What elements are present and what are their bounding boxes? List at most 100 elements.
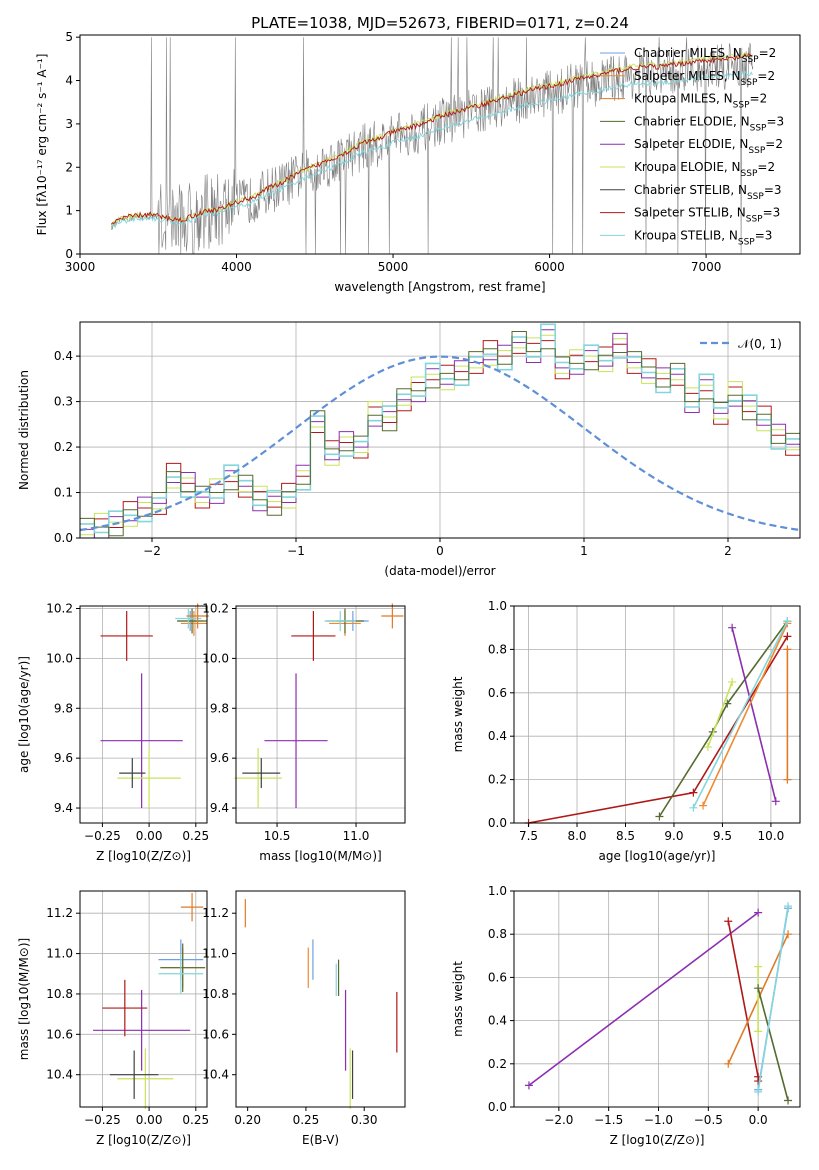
weight-marker [754,908,763,917]
y-tick-label: 0.2 [488,1057,507,1071]
y-axis-label: mass weight [451,676,465,752]
legend-subscript: SSP [748,146,765,156]
histogram-series [80,323,800,534]
weight-marker [754,1077,763,1086]
y-tick-label: 9.4 [210,801,229,815]
x-tick-label: 7000 [691,260,722,274]
x-axis-label: Z [log10(Z/Z⊙)] [96,1133,191,1147]
legend-label-rest: =2 [757,69,775,83]
x-tick-label: 9.5 [713,829,732,843]
legend-label: 𝒩(0, 1) [738,337,782,351]
weight-marker [728,623,737,632]
y-tick-label: 0 [65,247,73,261]
legend-label-rest: =3 [764,183,782,197]
x-tick-label: −0.5 [694,1113,723,1127]
weight-line [727,921,759,1082]
weight-line [757,987,789,1101]
weight-marker [771,797,780,806]
y-tick-label: 9.4 [54,801,73,815]
x-tick-label: −2.0 [544,1113,573,1127]
weight-marker [754,962,763,971]
x-tick-label: 11.0 [343,829,370,843]
x-tick-label: 0.25 [182,829,209,843]
x-tick-label: 0 [436,544,444,558]
y-tick-label: 9.6 [54,751,73,765]
axes-frame [79,34,801,255]
x-tick-label: 0.30 [351,1113,378,1127]
y-tick-label: 0.8 [488,642,507,656]
y-tick-label: 1.0 [488,884,507,898]
weight-line [757,905,789,1093]
weight-marker [754,1027,763,1036]
y-tick-label: 4 [65,74,73,88]
legend-subscript: SSP [738,237,755,247]
legend-label: Salpeter ELODIE, NSSP=2 [634,137,783,156]
y-tick-label: 10.8 [202,987,229,1001]
x-tick-label: 1 [580,544,588,558]
panel-age_vs_mass: 10.5 11.0 9.4 9.6 9.8 10.0 10.2 mass [log10(M/M… [202,601,406,863]
x-tick-label: 0.0 [749,1113,768,1127]
chart-title: PLATE=1038, MJD=52673, FIBERID=0171, z=0… [251,14,629,32]
y-tick-label: 1 [65,204,73,218]
panel-weight_vs_age: 7.5 8.0 8.5 9.0 9.5 10.0 0.0 0.2 0.4 0.6 0.8 1.0 age… [451,599,801,863]
y-tick-label: 0.8 [488,927,507,941]
weight-line [658,620,789,817]
observed-spectrum [111,37,754,255]
weight-marker [703,743,712,752]
weight-marker [754,1087,763,1096]
x-axis-label: age [log10(age/yr)] [599,849,716,863]
legend-label: Chabrier STELIB, NSSP=3 [634,183,782,202]
y-axis-label: age [log10(age/yr)] [17,656,31,773]
legend-label: Kroupa ELODIE, NSSP=2 [634,160,775,179]
x-tick-label: 0.20 [234,1113,261,1127]
y-axis-label: mass weight [451,961,465,1037]
y-tick-label: 0.6 [488,970,507,984]
x-tick-label: 10.5 [264,829,291,843]
legend-label-rest: =2 [759,46,777,60]
y-axis-label: mass [log10(M/M⊙)] [17,938,31,1060]
panel-mass_vs_ebv: 0.20 0.25 0.30 10.4 10.6 10.8 11.0 11.2 E(B-V) [202,890,406,1147]
y-tick-label: 11.2 [202,906,229,920]
x-axis-label: mass [log10(M/M⊙)] [259,849,381,863]
x-tick-label: −0.25 [84,1113,121,1127]
legend-label-rest: =3 [763,206,781,220]
legend-label-rest: =2 [757,160,775,174]
x-tick-label: −1.5 [594,1113,623,1127]
weight-marker [783,645,792,654]
y-tick-label: 0.2 [54,440,73,454]
legend-subscript: SSP [741,169,758,179]
panel-mass_vs_Z: −0.25 0.00 0.25 10.4 10.6 10.8 11.0 11.2 Z [log1… [17,890,209,1147]
x-tick-label: 0.00 [136,1113,163,1127]
legend-subscript: SSP [741,78,758,88]
legend-label: Kroupa STELIB, NSSP=3 [634,228,772,247]
weight-line [528,911,759,1087]
weight-marker [724,917,733,926]
x-tick-label: 7.5 [519,829,538,843]
x-tick-label: 4000 [221,260,252,274]
axes-frame [235,605,406,824]
y-tick-label: 10.6 [202,1027,229,1041]
y-tick-label: 0.2 [488,773,507,787]
histogram-series [80,331,800,537]
weight-marker [784,902,793,911]
weight-marker [728,677,737,686]
axes-frame [79,890,208,1108]
y-tick-label: 10.0 [46,651,73,665]
weight-line [707,681,733,748]
model-spectrum-8 [110,70,753,229]
y-tick-label: 10.4 [202,1068,229,1082]
y-axis-label: Flux [fλ10⁻¹⁷ erg cm⁻² s⁻¹ A⁻¹] [35,54,49,236]
y-tick-label: 11.0 [46,947,73,961]
weight-line [731,627,777,802]
x-axis-label: Z [log10(Z/Z⊙)] [96,849,191,863]
x-tick-label: −2 [143,544,161,558]
panel-weight_vs_Z: −2.0 −1.5 −1.0 −0.5 0.0 0.0 0.2 0.4 0.6 0.8 1.0 Z [… [451,884,801,1147]
model-spectrum-7 [110,52,753,225]
x-tick-label: 10.0 [758,829,785,843]
legend-label: Kroupa MILES, NSSP=2 [634,92,767,111]
weight-marker [699,801,708,810]
y-tick-label: 0.4 [488,729,507,743]
legend-subscript: SSP [750,123,767,133]
weight-line [702,623,789,806]
